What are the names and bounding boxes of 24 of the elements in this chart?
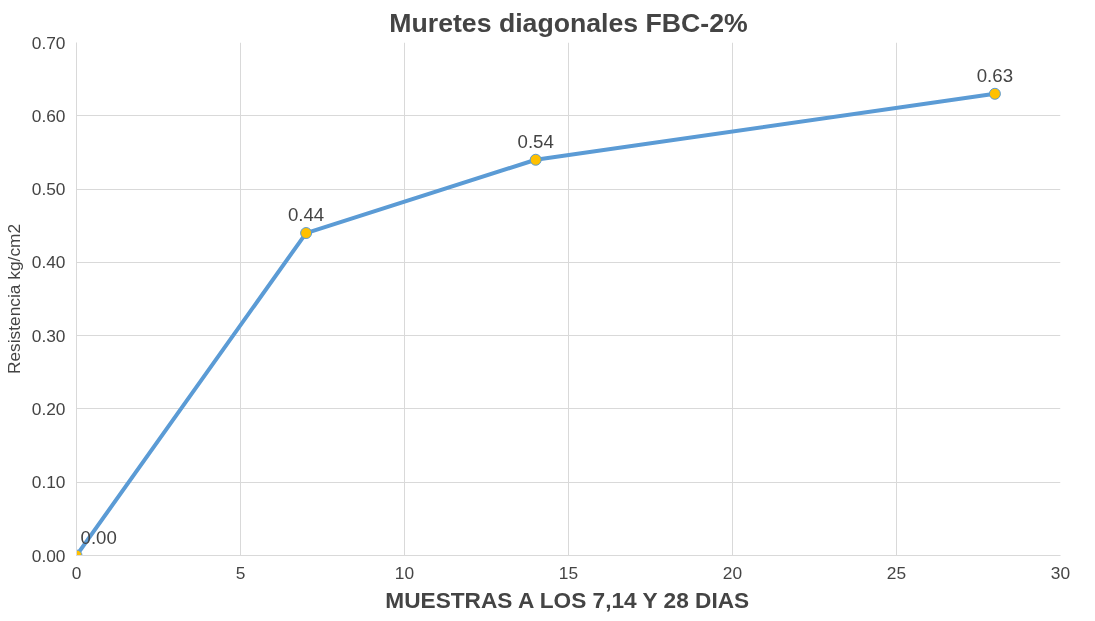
y-tick-label: 0.10	[31, 472, 66, 493]
chart-title: Muretes diagonales FBC-2%	[389, 7, 748, 38]
point	[988, 87, 1001, 100]
x-tick-label: 15	[558, 562, 579, 583]
x-tick-label: 20	[722, 562, 743, 583]
y-tick-label: 0.50	[31, 179, 66, 200]
y-tick-label: 0.00	[31, 545, 66, 566]
x-tick-label: 30	[1050, 562, 1071, 583]
y-axis-title: Resistencia kg/cm2	[3, 223, 24, 375]
data-label: 0.63	[976, 64, 1014, 86]
y-tick-label: 0.30	[31, 325, 66, 346]
x-axis-title: MUESTRAS A LOS 7,14 Y 28 DIAS	[385, 586, 750, 613]
x-tick-label: 5	[235, 562, 246, 583]
x-tick-label: 25	[886, 562, 907, 583]
data-label: 0.54	[517, 130, 554, 152]
y-tick-label: 0.20	[31, 398, 66, 419]
x-tick-label: 10	[394, 562, 415, 583]
y-tick-label: 0.70	[31, 32, 66, 53]
x-tick-label: 0	[71, 562, 82, 583]
y-tick-label: 0.60	[31, 105, 66, 126]
y-tick-label: 0.40	[31, 252, 66, 273]
point	[300, 227, 313, 240]
point	[529, 153, 542, 166]
data-label: 0.44	[287, 204, 325, 226]
